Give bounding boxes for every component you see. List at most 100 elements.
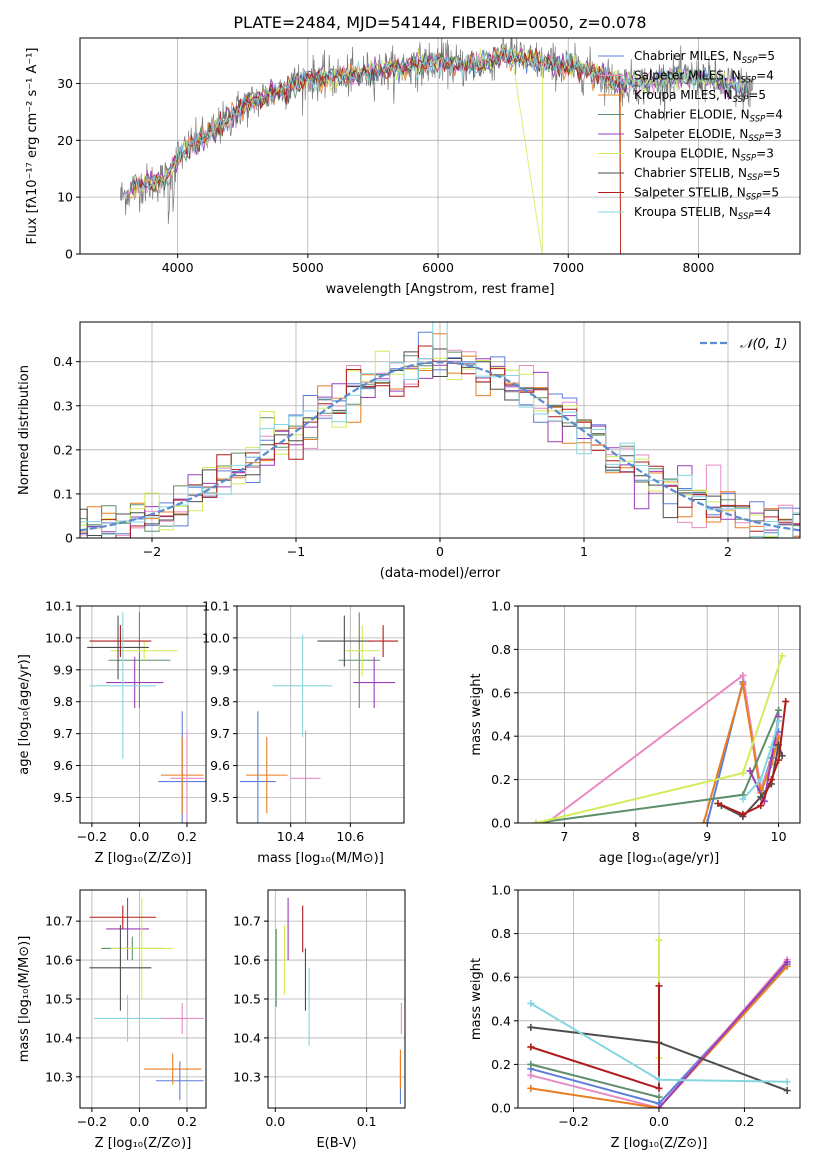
y-tick-label: 10.4 (45, 1030, 73, 1045)
mass-weight-marker (655, 1093, 663, 1101)
mass-weight-marker (746, 767, 754, 775)
mass-weight-marker (783, 958, 791, 966)
residual-histogram-step (80, 348, 800, 538)
legend-entry: Chabrier ELODIE, NSSP=4 (634, 108, 783, 125)
y-tick-label: 0.4 (491, 729, 511, 744)
mass-weight-marker (739, 671, 747, 679)
mass-weight-marker (655, 982, 663, 990)
mass-weight-marker (778, 652, 786, 660)
mass-weight-marker (739, 680, 747, 688)
errorbar-point (89, 925, 152, 1011)
y-tick-label: 10.0 (45, 630, 73, 645)
model-spectrum-line (132, 51, 749, 192)
model-spectrum-line (127, 50, 622, 254)
y-tick-label: 10.7 (45, 914, 73, 929)
age-vs-z-panel: −0.2 0.0 0.2 9.5 9.6 9.7 9.8 9.9 10.0 10.1 Z [log₁… (17, 599, 207, 866)
legend-entry: Kroupa ELODIE, NSSP=3 (634, 147, 774, 164)
mass-weight-marker (527, 1071, 535, 1079)
mass-weight-vs-age-plot-area (532, 652, 790, 823)
x-tick-label: −0.2 (77, 829, 107, 844)
x-tick-label: 0.0 (265, 1114, 285, 1129)
x-tick-label: 4000 (162, 260, 194, 275)
y-tick-label: 9.6 (53, 758, 73, 773)
x-tick-label: 0.2 (177, 829, 197, 844)
y-tick-label: 0.6 (491, 685, 511, 700)
mass-weight-vs-age-frame (517, 605, 801, 824)
y-tick-label: 9.8 (53, 694, 73, 709)
residual-histogram-step (80, 358, 800, 538)
errorbar-point (94, 995, 161, 1042)
spectrum-xlabel: wavelength [Angstrom, rest frame] (326, 282, 555, 297)
legend-entry: Kroupa STELIB, NSSP=4 (634, 205, 771, 222)
y-tick-label: 10.1 (202, 599, 230, 614)
normal-reference-curve (80, 360, 800, 532)
residuals-panel: −2 −1 0 1 2 0 0.1 0.2 0.3 0.4 (data-model)/error No… (17, 321, 801, 581)
errorbar-point (170, 730, 204, 823)
y-tick-label: 20 (57, 133, 73, 148)
mass-weight-vs-age-ylabel: mass weight (469, 673, 484, 755)
y-tick-label: 10.6 (233, 953, 261, 968)
y-tick-label: 0 (65, 247, 73, 262)
y-tick-label: 0.2 (53, 442, 73, 457)
legend-entry: Kroupa MILES, NSSP=5 (634, 88, 766, 105)
mass-weight-marker (527, 1060, 535, 1068)
y-tick-label: 9.7 (53, 726, 73, 741)
x-tick-label: 6000 (422, 260, 454, 275)
y-tick-label: 0.4 (53, 354, 73, 369)
x-tick-label: −0.2 (77, 1114, 107, 1129)
mass-weight-marker (532, 819, 540, 823)
x-tick-label: 7 (560, 829, 568, 844)
page-title: PLATE=2484, MJD=54144, FIBERID=0050, z=0… (233, 13, 646, 32)
x-tick-label: 10.4 (277, 829, 305, 844)
x-tick-label: 0 (436, 544, 444, 559)
errorbar-point (160, 1002, 204, 1035)
age-vs-mass-plot-area (239, 612, 399, 823)
spectrum-legend: Chabrier MILES, NSSP=5 Salpeter MILES, NS… (598, 49, 783, 222)
mass-weight-marker (655, 936, 663, 944)
mass-weight-marker (700, 819, 708, 823)
errorbar-point (144, 1053, 202, 1085)
y-tick-label: 0.3 (53, 398, 73, 413)
errorbar-point (89, 905, 157, 929)
x-tick-label: 10 (771, 829, 787, 844)
mass-weight-marker (527, 1043, 535, 1051)
y-tick-label: 9.5 (53, 790, 73, 805)
errorbar-point (156, 1061, 204, 1101)
mass-weight-line (658, 961, 788, 1108)
y-tick-label: 1.0 (491, 883, 511, 898)
model-spectrum-line (130, 48, 747, 195)
errorbar-point (110, 897, 173, 999)
spectrum-plot-area (120, 38, 754, 254)
y-tick-label: 10.7 (233, 914, 261, 929)
errorbar-point (317, 615, 372, 667)
y-tick-label: 10.3 (233, 1069, 261, 1084)
y-tick-label: 0.8 (491, 642, 511, 657)
errorbar-point (106, 897, 149, 961)
errorbar-point (245, 736, 288, 814)
y-tick-label: 0.0 (491, 1101, 511, 1116)
mass-weight-line (545, 673, 780, 823)
spectrum-frame (79, 37, 801, 255)
mass-weight-line (530, 1063, 660, 1099)
y-tick-label: 30 (57, 76, 73, 91)
y-tick-label: 9.9 (210, 662, 230, 677)
mass-weight-vs-z-xlabel: Z [log₁₀(Z/Z⊙)] (611, 1136, 708, 1151)
mass-weight-marker (775, 706, 783, 714)
legend-entry: Salpeter MILES, NSSP=4 (634, 69, 774, 86)
residual-histogram-step (80, 331, 800, 535)
errorbar-point (344, 625, 381, 677)
mass-weight-marker (767, 776, 775, 784)
errorbar-point (239, 711, 276, 823)
reference-legend-label: 𝒩(0, 1) (740, 337, 787, 352)
age-vs-mass-xlabel: mass [log₁₀(M/M⊙)] (257, 851, 384, 866)
errorbar-point (272, 634, 333, 737)
mass-weight-line (530, 965, 788, 1108)
x-tick-label: 10.6 (336, 829, 364, 844)
x-tick-label: 5000 (292, 260, 324, 275)
y-tick-label: 9.6 (210, 758, 230, 773)
age-vs-z-ylabel: age [log₁₀(age/yr)] (17, 654, 32, 775)
mass-weight-marker (782, 697, 790, 705)
mass-weight-marker (783, 1087, 791, 1095)
age-vs-z-xlabel: Z [log₁₀(Z/Z⊙)] (95, 851, 192, 866)
